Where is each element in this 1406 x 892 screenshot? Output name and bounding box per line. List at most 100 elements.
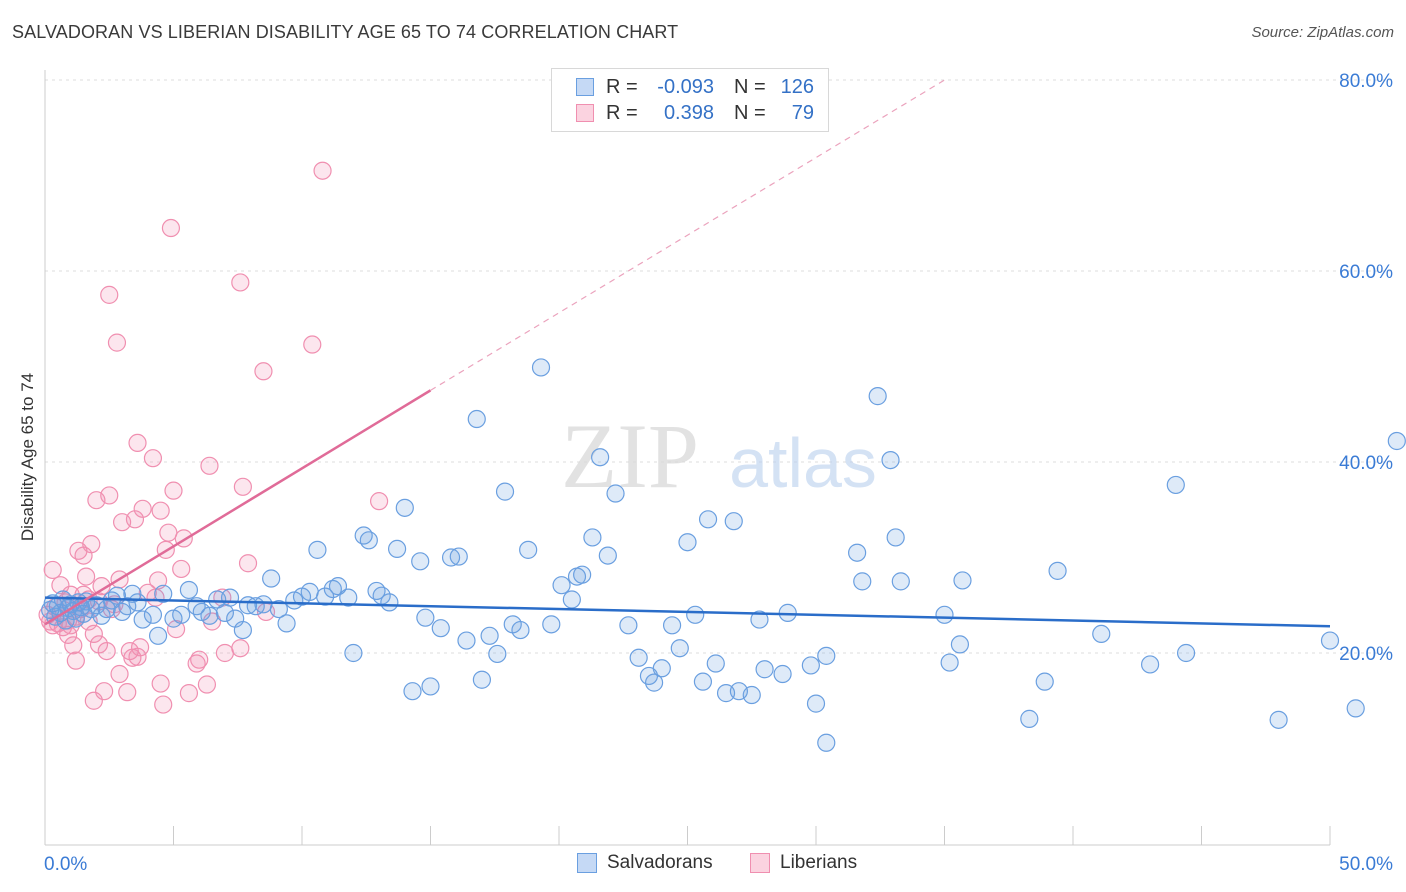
r-value: -0.093 <box>657 75 714 98</box>
liberian-point <box>82 535 101 554</box>
salvadoran-point <box>629 648 648 667</box>
salvadoran-point <box>591 448 610 467</box>
liberian-point <box>197 675 217 694</box>
salvadoran-point <box>123 584 142 603</box>
legend-swatch-blue <box>577 853 597 873</box>
liberians-points <box>38 161 389 714</box>
salvadoran-point <box>552 576 571 595</box>
salvadoran-point <box>457 631 476 650</box>
salvadoran-point <box>686 605 705 624</box>
liberian-point <box>66 651 85 670</box>
salvadoran-point <box>724 512 743 531</box>
x-tick-label: 50.0% <box>1339 854 1393 875</box>
salvadoran-point <box>511 620 530 640</box>
n-value: 79 <box>791 101 814 124</box>
salvadoran-point <box>172 605 191 624</box>
y-tick-label: 60.0% <box>1339 262 1393 283</box>
salvadoran-point <box>670 639 689 658</box>
liberian-point <box>128 433 147 452</box>
liberian-point <box>133 499 152 518</box>
salvadoran-point <box>806 694 826 713</box>
liberian-point <box>254 362 273 381</box>
liberian-point <box>110 664 129 684</box>
salvadoran-point <box>750 610 769 629</box>
liberian-point <box>231 639 250 658</box>
legend-row-liberians: R = 0.398 N = 79 <box>576 100 814 126</box>
salvadoran-point <box>583 528 602 547</box>
liberian-point <box>43 560 62 580</box>
liberian-point <box>370 492 389 511</box>
salvadoran-point <box>323 579 342 599</box>
salvadoran-point <box>200 606 219 625</box>
chart-title: SALVADORAN VS LIBERIAN DISABILITY AGE 65… <box>12 22 679 42</box>
salvadoran-point <box>1035 672 1054 691</box>
salvadoran-point <box>148 626 168 645</box>
salvadoran-point <box>953 571 972 590</box>
salvadoran-point <box>755 660 774 679</box>
liberian-point <box>233 477 252 496</box>
salvadoran-point <box>431 619 450 638</box>
salvadoran-point <box>817 646 836 665</box>
salvadoran-point <box>817 733 836 752</box>
salvadoran-point <box>801 656 820 675</box>
liberian-point <box>164 481 183 500</box>
salvadoran-point <box>531 358 551 377</box>
salvadoran-point <box>935 605 954 624</box>
liberian-point <box>154 695 173 714</box>
salvadoran-point <box>1092 624 1111 644</box>
salvadoran-point <box>868 387 887 406</box>
liberian-point <box>64 636 83 655</box>
salvadoran-point <box>886 528 905 547</box>
salvadoran-point <box>598 546 617 565</box>
legend-swatch-pink <box>750 853 770 873</box>
salvadoran-point <box>97 599 116 619</box>
watermark: ZIP atlas <box>561 405 877 507</box>
liberian-point <box>166 620 186 639</box>
salvadoran-point <box>573 565 592 584</box>
liberian-point <box>84 624 103 644</box>
gridlines <box>45 79 1392 654</box>
liberian-point <box>238 554 258 573</box>
salvadoran-point <box>339 588 358 607</box>
source-label: Source: ZipAtlas.com <box>1251 24 1394 41</box>
salvadoran-point <box>359 531 378 550</box>
salvadoran-point <box>277 614 296 633</box>
salvadoran-point <box>395 498 414 517</box>
liberian-point <box>100 486 119 505</box>
y-axis-label: Disability Age 65 to 74 <box>18 373 37 541</box>
salvadoran-point <box>269 599 288 619</box>
salvadoran-point <box>1176 643 1196 663</box>
liberian-point <box>100 285 119 304</box>
salvadoran-point <box>848 543 867 562</box>
liberian-point <box>97 641 116 661</box>
y-tick-label: 20.0% <box>1339 644 1393 665</box>
n-label: N = <box>734 101 766 124</box>
salvadoran-point <box>619 616 638 635</box>
salvadoran-point <box>519 540 538 559</box>
salvadoran-point <box>678 533 697 552</box>
salvadoran-point <box>154 584 173 603</box>
salvadoran-point <box>1166 475 1185 495</box>
y-tick-label: 40.0% <box>1339 453 1393 474</box>
salvadoran-point <box>1387 431 1406 451</box>
salvadoran-point <box>1048 561 1067 580</box>
legend-swatch-blue <box>576 78 594 96</box>
salvadorans-trend-line <box>44 596 1331 628</box>
salvadorans-points <box>41 358 1406 752</box>
salvadoran-point <box>773 664 792 684</box>
salvadoran-point <box>606 484 625 503</box>
salvadoran-point <box>380 593 399 612</box>
salvadoran-point <box>449 547 468 566</box>
salvadoran-point <box>128 593 147 612</box>
liberian-point <box>161 218 181 238</box>
tick-labels: 20.0% 40.0% 60.0% 80.0% 0.0% 50.0% <box>44 71 1393 875</box>
salvadoran-point <box>220 588 240 607</box>
x-tick-label: 0.0% <box>44 854 87 875</box>
salvadoran-point <box>308 540 327 559</box>
salvadoran-point <box>179 580 199 600</box>
salvadoran-point <box>940 653 959 672</box>
n-value: 126 <box>780 75 814 98</box>
salvadoran-point <box>562 590 581 609</box>
n-label: N = <box>734 75 766 98</box>
